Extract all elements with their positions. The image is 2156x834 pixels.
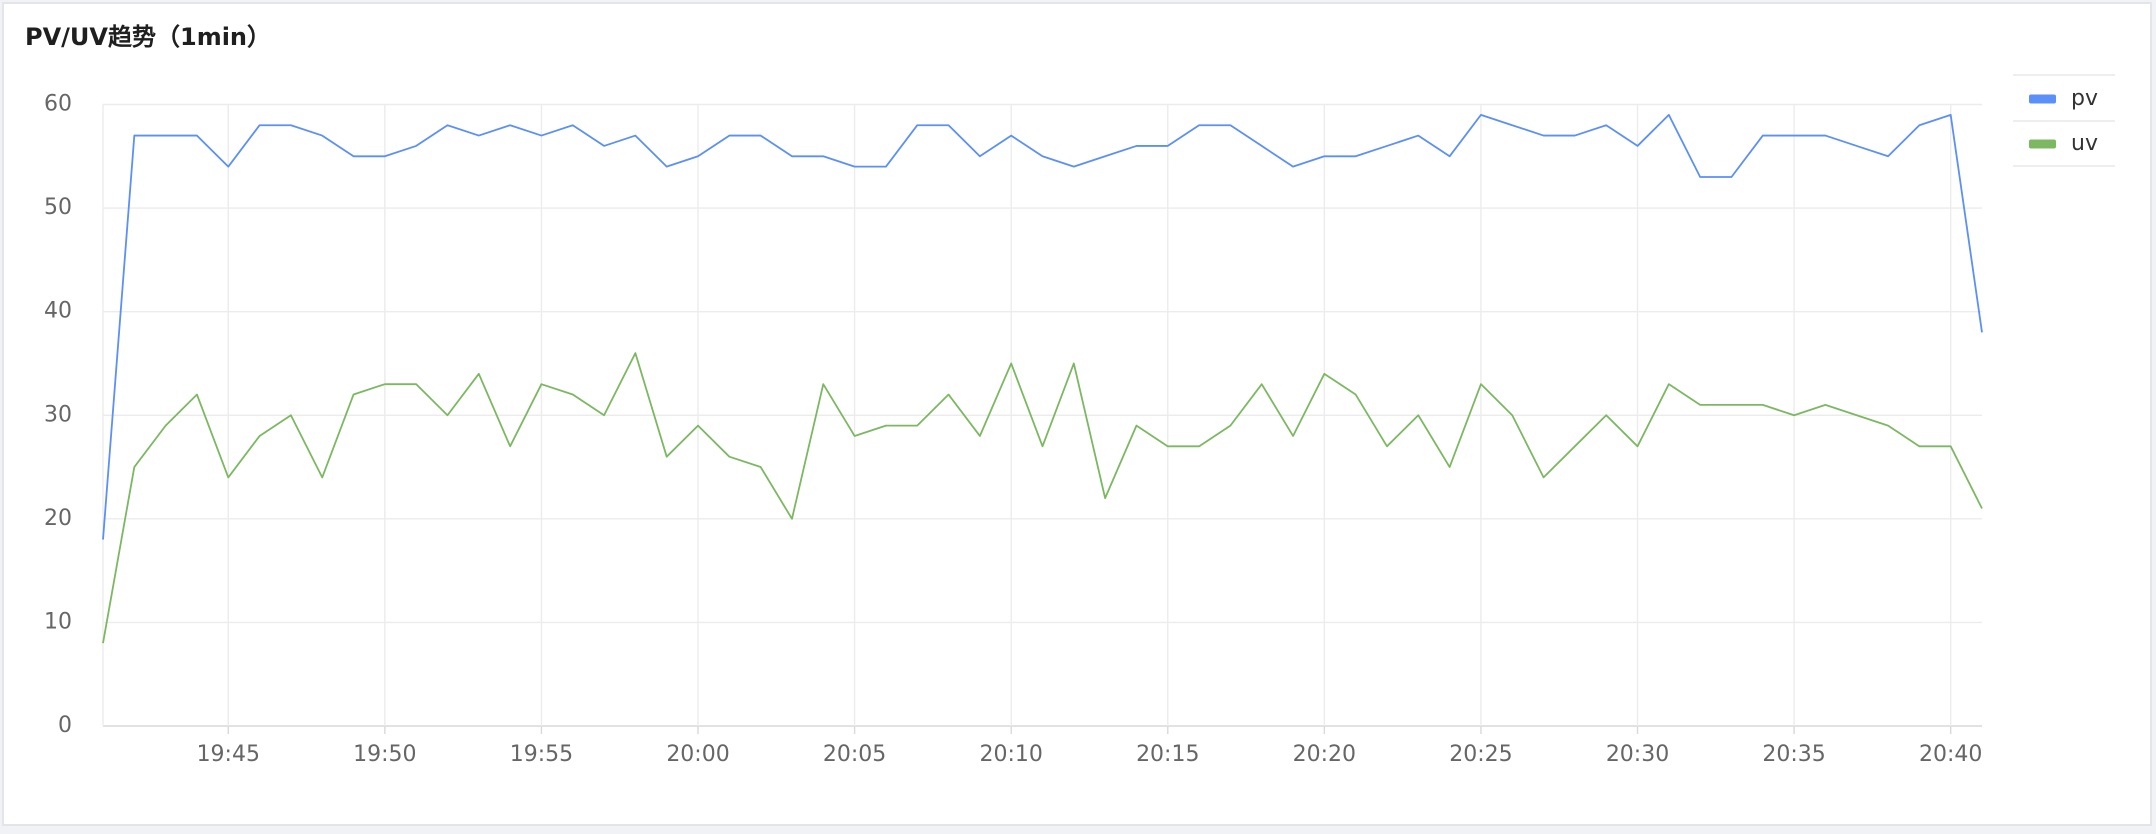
y-tick-label: 10 — [44, 609, 72, 634]
legend-label: uv — [2071, 131, 2098, 156]
y-tick-label: 60 — [44, 92, 72, 117]
y-tick-label: 0 — [58, 713, 72, 738]
y-tick-label: 40 — [44, 299, 72, 324]
y-tick-label: 20 — [44, 506, 72, 531]
x-tick-label: 20:25 — [1449, 742, 1512, 767]
legend-swatch — [2029, 94, 2056, 104]
series-line — [102, 113, 1983, 540]
x-tick-label: 20:05 — [823, 742, 886, 767]
y-tick-label: 30 — [44, 402, 72, 427]
x-tick-label: 20:20 — [1293, 742, 1356, 767]
x-tick-label: 20:15 — [1136, 742, 1199, 767]
y-tick-label: 50 — [44, 195, 72, 220]
x-tick-label: 20:30 — [1606, 742, 1669, 767]
x-tick-label: 20:40 — [1919, 742, 1982, 767]
x-tick-label: 19:45 — [197, 742, 260, 767]
legend-label: pv — [2071, 86, 2098, 111]
x-tick-label: 20:10 — [979, 742, 1042, 767]
x-tick-label: 19:50 — [353, 742, 416, 767]
x-tick-label: 20:35 — [1762, 742, 1825, 767]
legend-swatch — [2029, 139, 2056, 149]
x-tick-label: 19:55 — [510, 742, 573, 767]
series-line — [102, 352, 1983, 644]
x-tick-label: 20:00 — [666, 742, 729, 767]
chart-title: PV/UV趋势（1min） — [25, 23, 271, 51]
